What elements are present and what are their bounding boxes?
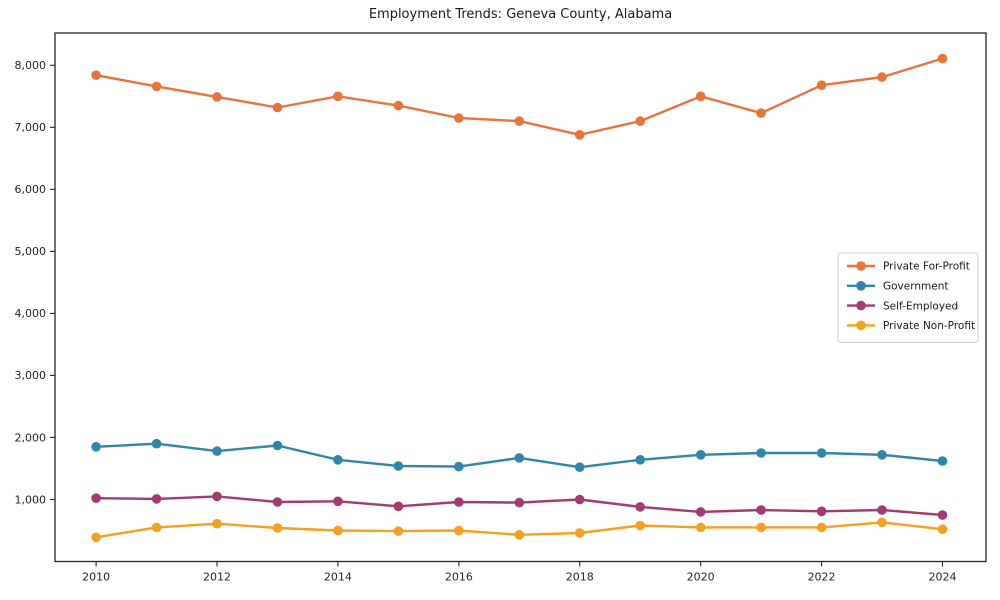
legend-label: Government — [883, 281, 948, 293]
y-axis-tick-label: 1,000 — [15, 493, 47, 506]
data-point-marker — [151, 438, 162, 449]
data-point-marker — [212, 491, 222, 502]
data-point-marker — [816, 506, 827, 517]
data-point-marker — [151, 522, 162, 533]
data-point-marker — [514, 497, 525, 508]
x-axis-tick-label: 2020 — [687, 571, 715, 584]
data-point-marker — [514, 116, 525, 126]
x-axis-tick-label: 2018 — [566, 571, 594, 584]
data-point-marker — [272, 102, 283, 113]
data-point-marker — [877, 72, 887, 82]
data-point-marker — [151, 494, 162, 504]
data-point-marker — [574, 528, 585, 538]
legend-label: Private Non-Profit — [883, 320, 975, 332]
legend-box — [837, 252, 979, 343]
data-point-marker — [91, 442, 101, 452]
data-point-marker — [695, 507, 706, 517]
data-point-marker — [393, 461, 404, 471]
data-point-marker — [816, 80, 827, 90]
chart-title: Employment Trends: Geneva County, Alabam… — [368, 7, 673, 22]
y-axis-tick-label: 4,000 — [15, 307, 47, 320]
data-point-marker — [816, 522, 827, 533]
data-point-marker — [574, 130, 585, 140]
data-point-marker — [756, 522, 766, 533]
data-point-marker — [454, 497, 464, 507]
data-point-marker — [816, 448, 827, 458]
data-point-marker — [635, 502, 645, 512]
data-point-marker — [574, 462, 585, 473]
data-point-marker — [756, 108, 766, 118]
y-axis-tick-label: 6,000 — [15, 183, 47, 196]
data-point-marker — [91, 532, 101, 543]
data-point-marker — [937, 524, 948, 534]
data-point-marker — [877, 517, 887, 528]
data-point-marker — [877, 450, 887, 460]
x-axis-tick-label: 2014 — [324, 571, 352, 584]
x-axis-tick-label: 2022 — [808, 571, 836, 584]
data-point-marker — [333, 525, 343, 536]
data-point-marker — [514, 530, 525, 540]
data-point-marker — [937, 510, 948, 520]
data-point-marker — [333, 91, 343, 102]
data-point-marker — [454, 113, 464, 123]
y-axis-tick-label: 5,000 — [15, 245, 47, 258]
legend-marker-icon — [856, 281, 866, 291]
data-point-marker — [212, 518, 222, 529]
data-point-marker — [514, 453, 525, 463]
data-point-marker — [212, 92, 222, 102]
y-axis-tick-label: 3,000 — [15, 369, 47, 382]
legend-marker-icon — [856, 320, 866, 331]
data-point-marker — [635, 520, 645, 531]
data-point-marker — [635, 455, 645, 465]
data-point-marker — [574, 494, 585, 505]
data-point-marker — [393, 526, 404, 536]
data-point-marker — [937, 53, 948, 64]
data-point-marker — [756, 505, 766, 515]
data-point-marker — [454, 525, 464, 536]
data-point-marker — [91, 493, 101, 504]
y-axis-tick-label: 8,000 — [15, 59, 47, 72]
data-point-marker — [695, 450, 706, 460]
data-point-marker — [272, 497, 283, 507]
axes-frame — [54, 32, 987, 563]
data-point-marker — [272, 523, 283, 533]
legend-label: Private For-Profit — [883, 261, 970, 273]
data-point-marker — [393, 100, 404, 111]
x-axis-tick-label: 2024 — [928, 571, 956, 584]
data-point-marker — [333, 455, 343, 465]
data-point-marker — [151, 81, 162, 92]
data-point-marker — [393, 501, 404, 512]
data-point-marker — [333, 496, 343, 507]
legend-marker-icon — [856, 300, 866, 311]
data-point-marker — [695, 522, 706, 533]
y-axis-tick-label: 7,000 — [15, 121, 47, 134]
data-point-marker — [756, 448, 766, 458]
data-point-marker — [91, 70, 101, 80]
data-point-marker — [635, 116, 645, 126]
legend-marker-icon — [856, 261, 866, 271]
legend-label: Self-Employed — [883, 300, 958, 312]
x-axis-tick-label: 2010 — [82, 571, 110, 584]
data-point-marker — [695, 91, 706, 102]
y-axis-tick-label: 2,000 — [15, 431, 47, 444]
data-point-marker — [212, 446, 222, 456]
data-point-marker — [877, 505, 887, 515]
data-point-marker — [937, 456, 948, 466]
x-axis-tick-label: 2016 — [445, 571, 473, 584]
x-axis-tick-label: 2012 — [203, 571, 231, 584]
data-point-marker — [454, 461, 464, 472]
data-point-marker — [272, 440, 283, 451]
